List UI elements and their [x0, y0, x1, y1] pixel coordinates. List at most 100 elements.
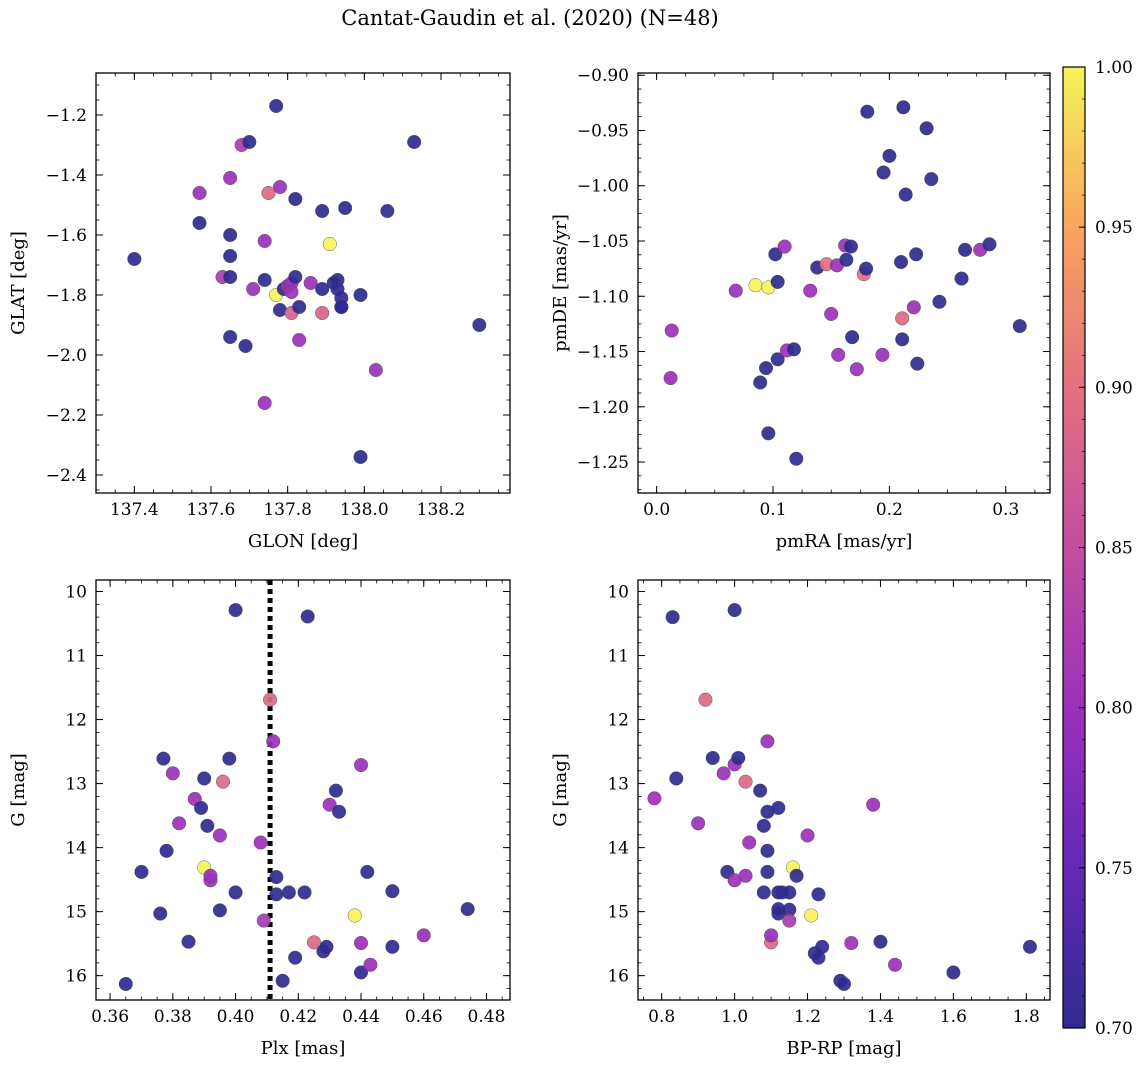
data-point	[664, 323, 679, 338]
data-point	[906, 300, 921, 315]
data-point	[815, 939, 830, 954]
data-point	[982, 237, 997, 252]
data-point	[873, 934, 888, 949]
x-tick-label: 1.0	[721, 1007, 748, 1027]
data-point	[269, 870, 284, 885]
x-tick-label: 1.8	[1013, 1007, 1040, 1027]
y-tick-label: 16	[607, 967, 629, 987]
data-point	[246, 282, 261, 297]
data-point	[894, 254, 909, 269]
colorbar-tick-label: 0.90	[1095, 378, 1133, 398]
data-point	[253, 835, 268, 850]
data-point	[647, 791, 662, 806]
y-tick-label: 13	[65, 775, 87, 795]
data-point	[212, 828, 227, 843]
data-point	[789, 451, 804, 466]
data-point	[896, 100, 911, 115]
x-tick-label: 137.4	[110, 500, 159, 520]
y-tick-label: 10	[65, 583, 87, 603]
data-point	[269, 98, 284, 113]
data-point	[756, 818, 771, 833]
data-point	[322, 236, 337, 251]
x-tick-label: 0.48	[468, 1007, 506, 1027]
y-tick-label: −1.20	[577, 398, 629, 418]
y-tick-label: 15	[607, 903, 629, 923]
data-point	[759, 361, 774, 376]
data-point	[127, 251, 142, 266]
y-tick-label: −1.2	[46, 106, 87, 126]
y-tick-label: 11	[607, 647, 629, 667]
data-point	[257, 396, 272, 411]
y-tick-label: −1.05	[577, 232, 629, 252]
y-tick-label: −1.00	[577, 177, 629, 197]
data-point	[354, 965, 369, 980]
data-point	[223, 248, 238, 263]
data-point	[263, 692, 278, 707]
data-point	[845, 330, 860, 345]
axes-frame	[95, 72, 511, 494]
data-point	[932, 294, 947, 309]
x-tick-label: 0.36	[91, 1007, 129, 1027]
data-point	[760, 864, 775, 879]
data-point	[275, 973, 290, 988]
axes-frame	[637, 579, 1051, 1001]
y-tick-label: −1.10	[577, 287, 629, 307]
x-tick-label: 138.2	[417, 500, 466, 520]
data-point	[705, 750, 720, 765]
data-point	[222, 751, 237, 766]
data-point	[269, 887, 284, 902]
y-tick-label: −1.15	[577, 343, 629, 363]
data-point	[910, 356, 925, 371]
data-point	[843, 239, 858, 254]
data-point	[753, 375, 768, 390]
x-tick-label: 0.46	[405, 1007, 443, 1027]
data-point	[756, 885, 771, 900]
x-tick-label: 0.3	[992, 500, 1019, 520]
data-point	[223, 330, 238, 345]
data-point	[257, 273, 272, 288]
data-point	[738, 774, 753, 789]
data-point	[742, 835, 757, 850]
x-tick-label: 1.2	[794, 1007, 821, 1027]
data-point	[212, 903, 227, 918]
data-point	[192, 185, 207, 200]
y-tick-label: 12	[65, 711, 87, 731]
y-tick-label: 13	[607, 775, 629, 795]
data-point	[669, 771, 684, 786]
data-point	[860, 104, 875, 119]
colorbar-tick-label: 0.70	[1095, 1019, 1133, 1039]
data-point	[326, 276, 341, 291]
data-point	[919, 121, 934, 136]
y-axis-label: G [mag]	[550, 753, 571, 826]
data-point	[761, 426, 776, 441]
data-point	[837, 976, 852, 991]
data-point	[319, 939, 334, 954]
data-point	[353, 450, 368, 465]
data-point	[354, 758, 369, 773]
data-point	[223, 170, 238, 185]
data-point	[786, 342, 801, 357]
data-point	[909, 247, 924, 262]
colorbar-tick-label: 1.00	[1095, 58, 1133, 78]
data-point	[328, 783, 343, 798]
data-point	[200, 818, 215, 833]
data-point	[273, 179, 288, 194]
data-point	[800, 828, 815, 843]
data-point	[197, 771, 212, 786]
data-point	[727, 603, 742, 618]
data-point	[332, 804, 347, 819]
colorbar-tick-label: 0.80	[1095, 699, 1133, 719]
data-point	[811, 887, 826, 902]
x-tick-label: 0.8	[648, 1007, 675, 1027]
x-axis-label: BP-RP [mag]	[786, 1038, 901, 1059]
colorbar: 0.70 0.75 0.80 0.85 0.90 0.95 1.00	[1062, 58, 1133, 1039]
data-point	[194, 800, 209, 815]
x-axis-label: pmRA [mas/yr]	[776, 531, 913, 552]
figure-title: Cantat-Gaudin et al. (2020) (N=48)	[341, 6, 719, 30]
data-point	[203, 868, 218, 883]
x-tick-label: 0.2	[876, 500, 903, 520]
data-point	[297, 885, 312, 900]
axes-frame	[637, 72, 1051, 494]
y-axis-label: pmDE [mas/yr]	[550, 214, 571, 352]
